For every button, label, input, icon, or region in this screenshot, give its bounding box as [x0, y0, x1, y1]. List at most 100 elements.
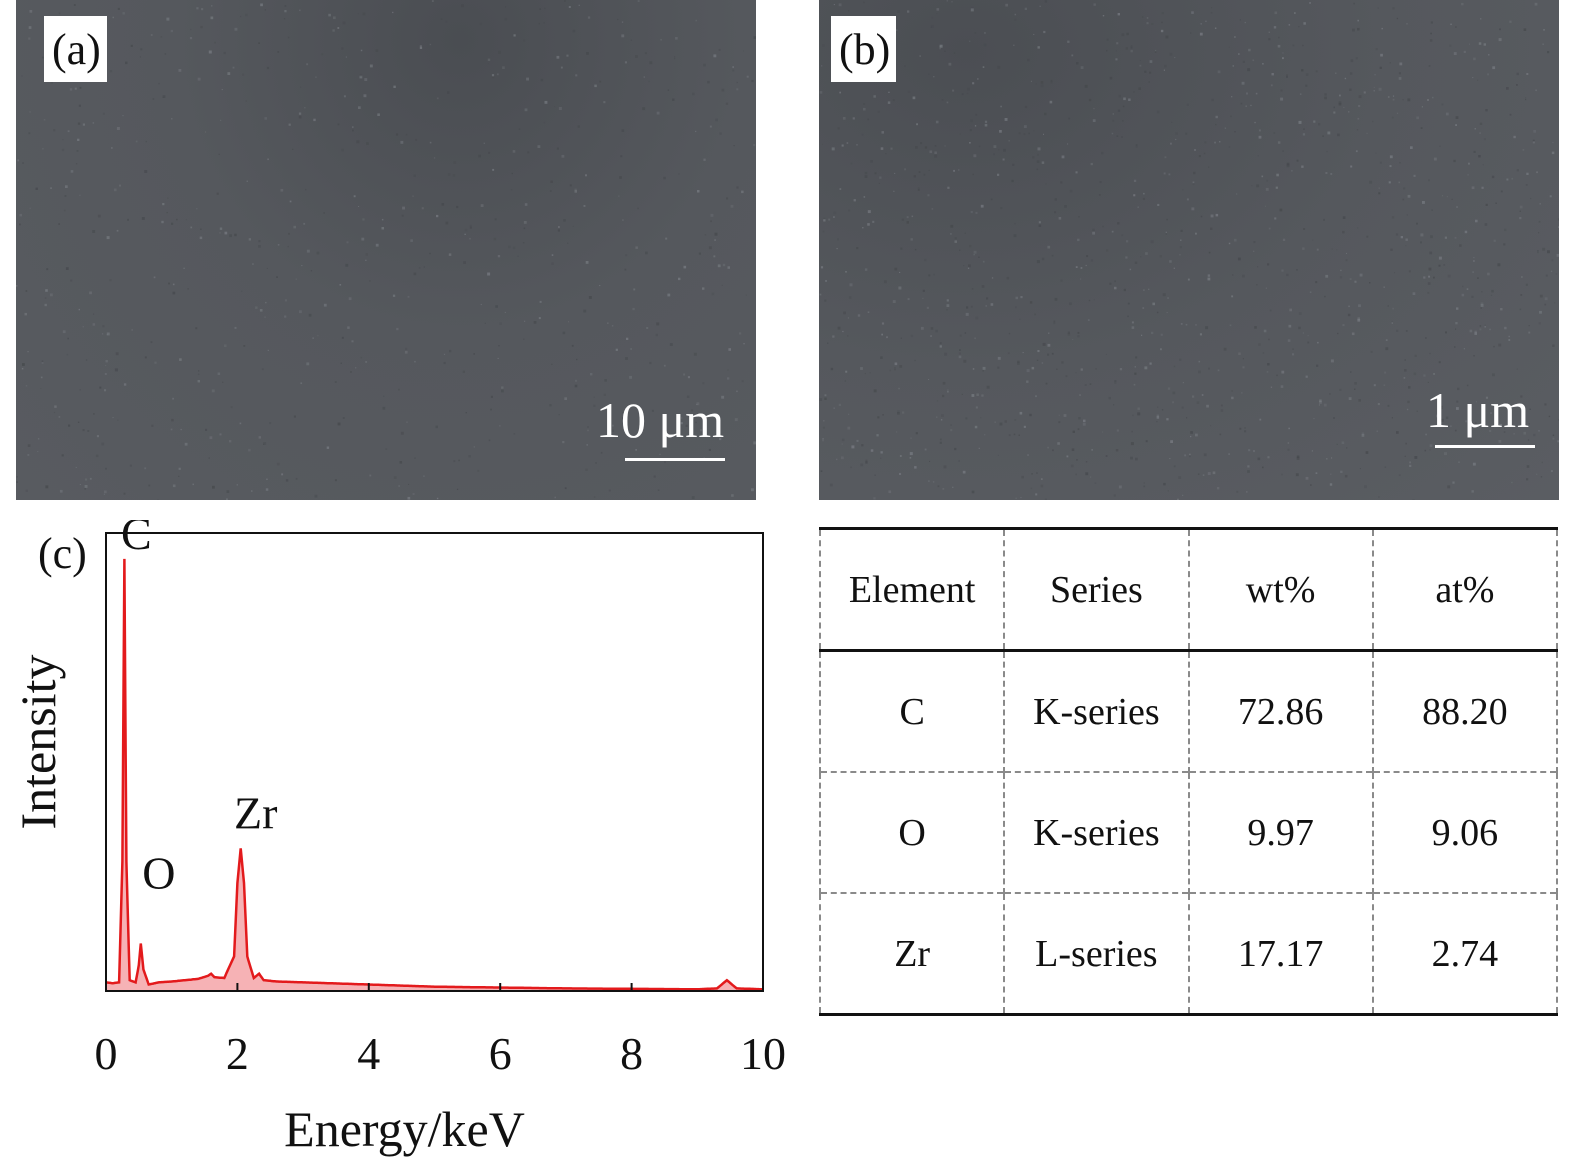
sem-speckle: [365, 259, 367, 261]
sem-speckle: [1317, 341, 1319, 344]
sem-speckle: [456, 488, 459, 490]
sem-speckle: [208, 457, 210, 459]
sem-speckle: [1313, 120, 1316, 123]
sem-speckle: [622, 219, 624, 221]
sem-speckle: [498, 50, 501, 54]
sem-speckle: [43, 119, 46, 121]
sem-speckle: [1454, 429, 1457, 432]
sem-speckle: [1201, 394, 1204, 396]
sem-speckle: [423, 266, 425, 268]
sem-speckle: [837, 326, 841, 330]
sem-speckle: [593, 404, 596, 407]
sem-speckle: [1403, 187, 1406, 190]
sem-speckle: [1344, 77, 1347, 80]
sem-speckle: [1156, 110, 1160, 114]
sem-speckle: [865, 461, 868, 464]
sem-speckle: [1164, 64, 1167, 68]
sem-speckle: [1404, 369, 1407, 372]
sem-speckle: [1526, 172, 1529, 175]
sem-speckle: [680, 422, 683, 425]
sem-speckle: [1544, 303, 1547, 306]
table-cell: 17.17: [1187, 892, 1374, 1016]
sem-speckle: [1494, 426, 1496, 428]
sem-speckle: [985, 305, 987, 307]
sem-speckle: [718, 48, 721, 51]
sem-speckle: [50, 187, 52, 189]
sem-speckle: [1080, 368, 1083, 371]
sem-image-b: (b) 1 μm: [819, 0, 1559, 500]
sem-speckle: [683, 265, 687, 269]
sem-speckle: [864, 171, 868, 175]
sem-speckle: [850, 162, 853, 165]
sem-speckle: [1430, 21, 1433, 24]
sem-speckle: [1068, 117, 1071, 120]
sem-speckle: [969, 129, 972, 132]
sem-speckle: [162, 95, 166, 98]
sem-speckle: [1012, 163, 1015, 166]
sem-speckle: [28, 132, 31, 135]
sem-speckle: [667, 89, 670, 91]
sem-speckle: [952, 486, 954, 488]
peak-label-c: C: [121, 520, 152, 559]
sem-speckle: [837, 238, 839, 241]
sem-speckle: [713, 54, 717, 58]
sem-speckle: [870, 449, 874, 452]
sem-speckle: [585, 174, 587, 177]
sem-speckle: [1211, 7, 1213, 9]
sem-speckle: [863, 107, 866, 111]
sem-speckle: [1544, 297, 1548, 301]
sem-speckle: [1490, 412, 1492, 414]
sem-speckle: [473, 353, 475, 355]
sem-speckle: [1192, 181, 1195, 184]
sem-speckle: [1539, 203, 1541, 205]
sem-speckle: [220, 119, 222, 121]
sem-speckle: [328, 13, 331, 17]
sem-speckle: [46, 268, 49, 271]
sem-speckle: [1041, 362, 1044, 364]
sem-speckle: [1491, 175, 1495, 179]
sem-speckle: [714, 232, 718, 236]
sem-speckle: [1296, 269, 1298, 271]
sem-speckle: [880, 147, 884, 150]
sem-speckle: [680, 417, 683, 419]
sem-speckle: [487, 58, 491, 61]
sem-texture-a: [16, 0, 756, 500]
sem-speckle: [1181, 406, 1184, 409]
sem-speckle: [1112, 113, 1114, 115]
sem-speckle: [117, 419, 119, 421]
sem-speckle: [1242, 358, 1244, 360]
sem-speckle: [667, 293, 671, 297]
sem-speckle: [1349, 278, 1352, 281]
sem-speckle: [929, 150, 933, 154]
sem-speckle: [1337, 133, 1340, 137]
sem-speckle: [1402, 198, 1405, 201]
sem-speckle: [1483, 138, 1486, 141]
sem-speckle: [497, 255, 501, 258]
sem-speckle: [1196, 401, 1200, 404]
sem-speckle: [839, 91, 841, 94]
sem-speckle: [266, 66, 270, 70]
sem-speckle: [1464, 230, 1468, 234]
sem-speckle: [966, 306, 969, 309]
sem-speckle: [306, 63, 309, 66]
sem-speckle: [42, 148, 44, 150]
sem-speckle: [526, 77, 529, 81]
sem-speckle: [1491, 289, 1494, 293]
table-cell: Zr: [818, 892, 1006, 1016]
sem-speckle: [105, 467, 107, 470]
sem-speckle: [1234, 36, 1236, 38]
sem-speckle: [277, 51, 280, 53]
sem-speckle: [1398, 181, 1401, 184]
sem-speckle: [1427, 381, 1429, 383]
sem-speckle: [113, 188, 117, 192]
sem-speckle: [1455, 328, 1457, 330]
sem-speckle: [413, 174, 416, 177]
sem-speckle: [1438, 264, 1441, 267]
sem-speckle: [1292, 353, 1295, 356]
sem-speckle: [316, 251, 320, 255]
sem-speckle: [1061, 155, 1065, 159]
sem-speckle: [102, 112, 105, 115]
sem-speckle: [103, 493, 105, 495]
sem-speckle: [1399, 62, 1403, 66]
sem-speckle: [939, 342, 942, 344]
